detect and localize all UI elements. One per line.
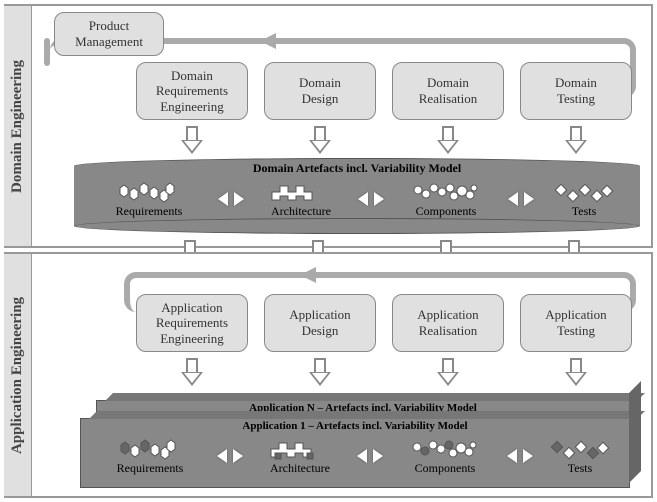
domain-section-label: Domain Engineering xyxy=(4,6,32,246)
slab-1: Application 1 – Artefacts incl. Variabil… xyxy=(80,418,630,488)
artefact-requirements: Requirements xyxy=(84,182,214,219)
app-artefact-components: Components xyxy=(385,439,505,476)
domain-design-box: Domain Design xyxy=(264,62,376,120)
bidir-arrow-icon xyxy=(217,449,243,463)
domain-section: Domain Engineering Product Management Do… xyxy=(4,4,653,248)
artefact-architecture: Architecture xyxy=(246,182,356,219)
domain-artefacts-cylinder: Domain Artefacts incl. Variability Model… xyxy=(74,158,640,234)
app-req-box: Application Requirements Engineering xyxy=(136,294,248,352)
arrow-icon xyxy=(438,358,458,386)
domain-realisation-box: Domain Realisation xyxy=(392,62,504,120)
app-artefact-architecture: Architecture xyxy=(245,439,355,476)
arrow-icon xyxy=(438,126,458,154)
bidir-arrow-icon xyxy=(357,449,383,463)
artefact-tests: Tests xyxy=(536,182,632,219)
application-section: Application Engineering Application Requ… xyxy=(4,252,653,498)
bidir-arrow-icon xyxy=(507,449,533,463)
arrow-icon xyxy=(182,358,202,386)
app-artefact-tests: Tests xyxy=(535,439,625,476)
bidir-arrow-icon xyxy=(358,192,384,206)
application-section-label: Application Engineering xyxy=(4,254,32,496)
arrow-icon xyxy=(182,126,202,154)
arrow-icon xyxy=(310,126,330,154)
artefact-components: Components xyxy=(386,182,506,219)
domain-req-box: Domain Requirements Engineering xyxy=(136,62,248,120)
app-realisation-box: Application Realisation xyxy=(392,294,504,352)
arrow-icon xyxy=(310,358,330,386)
arrow-icon xyxy=(566,126,586,154)
app-artefact-requirements: Requirements xyxy=(87,439,213,476)
domain-cylinder-title: Domain Artefacts incl. Variability Model xyxy=(74,161,640,176)
bidir-arrow-icon xyxy=(218,192,244,206)
app-testing-box: Application Testing xyxy=(520,294,632,352)
domain-testing-box: Domain Testing xyxy=(520,62,632,120)
app-design-box: Application Design xyxy=(264,294,376,352)
product-management-box: Product Management xyxy=(54,12,164,56)
arrow-icon xyxy=(566,358,586,386)
bidir-arrow-icon xyxy=(508,192,534,206)
